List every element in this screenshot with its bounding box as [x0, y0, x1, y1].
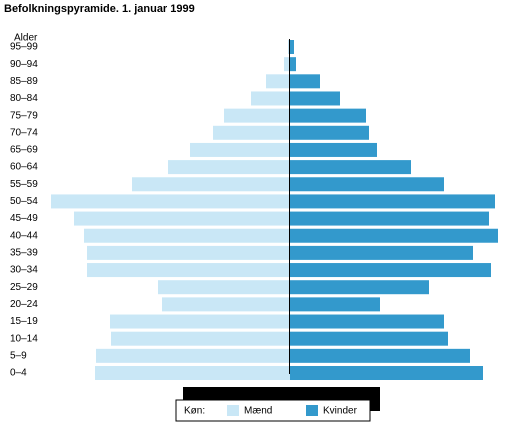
bar — [290, 142, 377, 157]
y-tick-label: 65–69 — [10, 145, 38, 156]
bar — [290, 280, 429, 295]
bar — [87, 245, 290, 260]
bar — [290, 314, 444, 329]
bar — [290, 108, 366, 123]
bar — [290, 194, 495, 209]
bar — [290, 177, 444, 192]
y-tick-label: 85–89 — [10, 76, 38, 87]
y-tick-label: 60–64 — [10, 162, 38, 173]
y-tick-label: 10–14 — [10, 333, 38, 344]
bar — [132, 177, 290, 192]
bar — [110, 314, 290, 329]
y-axis-label: Alder — [14, 33, 38, 44]
y-tick-label: 35–39 — [10, 248, 38, 259]
bar — [290, 125, 369, 140]
bar — [84, 228, 290, 243]
legend-label: Kvinder — [323, 406, 358, 417]
y-tick-label: 95–99 — [10, 42, 38, 53]
y-tick-label: 45–49 — [10, 213, 38, 224]
legend-box — [175, 399, 371, 422]
bar — [290, 263, 491, 278]
bar — [168, 160, 290, 175]
bar — [284, 57, 290, 72]
bar — [290, 91, 340, 106]
bar — [95, 366, 290, 380]
y-tick-label: 5–9 — [10, 350, 27, 361]
bar — [162, 297, 290, 312]
bar — [96, 348, 290, 363]
bar — [290, 57, 296, 72]
y-tick-label: 70–74 — [10, 127, 38, 138]
y-tick-label: 90–94 — [10, 59, 38, 70]
y-tick-label: 25–29 — [10, 282, 38, 293]
y-tick-label: 40–44 — [10, 230, 38, 241]
y-tick-label: 50–54 — [10, 196, 38, 207]
bar — [290, 74, 320, 89]
bar — [251, 91, 290, 106]
bar — [51, 194, 290, 209]
bar — [290, 348, 470, 363]
bar — [290, 245, 473, 260]
bar — [158, 280, 290, 295]
y-tick-label: 20–24 — [10, 299, 38, 310]
y-tick-label: 80–84 — [10, 93, 38, 104]
y-tick-label: 0–4 — [10, 368, 27, 379]
bar — [224, 108, 290, 123]
legend-label: Mænd — [244, 406, 272, 417]
legend-title: Køn: — [184, 406, 205, 417]
bar — [290, 366, 483, 380]
bar — [213, 125, 290, 140]
bar — [74, 211, 290, 226]
y-tick-label: 55–59 — [10, 179, 38, 190]
y-tick-label: 15–19 — [10, 316, 38, 327]
legend-swatch — [227, 405, 239, 416]
bar — [290, 160, 411, 175]
legend-swatch — [306, 405, 318, 416]
bar — [290, 331, 448, 346]
bar — [290, 40, 294, 54]
bar — [87, 263, 290, 278]
y-tick-label: 75–79 — [10, 110, 38, 121]
y-tick-label: 30–34 — [10, 265, 38, 276]
chart-title: Befolkningspyramide. 1. januar 1999 — [4, 3, 195, 15]
bar — [266, 74, 290, 89]
bar — [290, 228, 498, 243]
bar — [290, 297, 380, 312]
bar — [290, 211, 489, 226]
bar — [111, 331, 290, 346]
bar — [190, 142, 290, 157]
